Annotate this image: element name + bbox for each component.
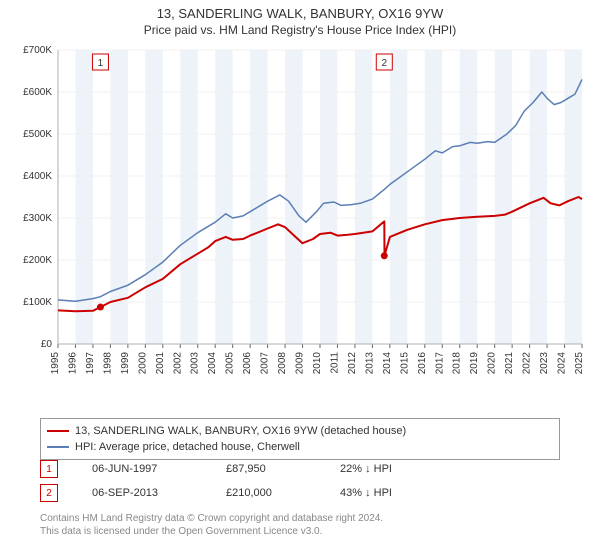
svg-text:2007: 2007 xyxy=(260,352,271,375)
svg-text:2003: 2003 xyxy=(190,352,201,375)
svg-text:£400K: £400K xyxy=(23,171,52,182)
sale-price: £87,950 xyxy=(226,463,306,475)
svg-text:£300K: £300K xyxy=(23,213,52,224)
sale-row: 1 06-JUN-1997 £87,950 22% ↓ HPI xyxy=(40,460,560,478)
sale-marker-icon: 1 xyxy=(40,460,58,478)
svg-text:2016: 2016 xyxy=(417,352,428,375)
svg-text:2010: 2010 xyxy=(312,352,323,375)
chart-subtitle: Price paid vs. HM Land Registry's House … xyxy=(0,21,600,37)
footer-line: This data is licensed under the Open Gov… xyxy=(40,525,570,538)
svg-text:2023: 2023 xyxy=(539,352,550,375)
svg-text:2014: 2014 xyxy=(382,352,393,375)
svg-text:2020: 2020 xyxy=(487,352,498,375)
sale-date: 06-SEP-2013 xyxy=(92,487,192,499)
svg-text:1995: 1995 xyxy=(50,352,61,375)
svg-text:2017: 2017 xyxy=(434,352,445,375)
svg-text:2005: 2005 xyxy=(225,352,236,375)
svg-text:2022: 2022 xyxy=(522,352,533,375)
svg-text:£500K: £500K xyxy=(23,129,52,140)
legend-label: 13, SANDERLING WALK, BANBURY, OX16 9YW (… xyxy=(75,423,406,439)
svg-text:2021: 2021 xyxy=(504,352,515,375)
svg-text:£0: £0 xyxy=(41,339,53,350)
svg-text:2002: 2002 xyxy=(172,352,183,375)
svg-text:1998: 1998 xyxy=(102,352,113,375)
svg-text:2000: 2000 xyxy=(137,352,148,375)
svg-text:2: 2 xyxy=(381,58,387,69)
svg-text:2008: 2008 xyxy=(277,352,288,375)
svg-text:2025: 2025 xyxy=(574,352,585,375)
svg-text:£700K: £700K xyxy=(23,45,52,56)
legend-item-price-paid: 13, SANDERLING WALK, BANBURY, OX16 9YW (… xyxy=(47,423,553,439)
legend-label: HPI: Average price, detached house, Cher… xyxy=(75,439,300,455)
svg-text:2019: 2019 xyxy=(469,352,480,375)
svg-text:2015: 2015 xyxy=(399,352,410,375)
svg-text:2011: 2011 xyxy=(329,352,340,374)
legend-swatch xyxy=(47,430,69,432)
svg-text:1999: 1999 xyxy=(120,352,131,375)
sale-date: 06-JUN-1997 xyxy=(92,463,192,475)
svg-text:£600K: £600K xyxy=(23,87,52,98)
chart-plot: £0 £100K £200K £300K £400K £500K £600K £700K 199… xyxy=(14,44,586,404)
svg-text:1997: 1997 xyxy=(85,352,96,375)
arrow-down-icon: ↓ xyxy=(365,463,371,475)
svg-text:£200K: £200K xyxy=(23,255,52,266)
svg-text:2012: 2012 xyxy=(347,352,358,375)
chart-container: 13, SANDERLING WALK, BANBURY, OX16 9YW P… xyxy=(0,0,600,560)
arrow-down-icon: ↓ xyxy=(365,487,371,499)
svg-text:2004: 2004 xyxy=(207,352,218,375)
svg-text:2018: 2018 xyxy=(452,352,463,375)
svg-text:1996: 1996 xyxy=(67,352,78,375)
footer-line: Contains HM Land Registry data © Crown c… xyxy=(40,512,570,525)
svg-text:1: 1 xyxy=(98,58,104,69)
svg-text:2024: 2024 xyxy=(557,352,568,375)
svg-text:2006: 2006 xyxy=(242,352,253,375)
svg-text:2001: 2001 xyxy=(155,352,166,375)
svg-text:2013: 2013 xyxy=(364,352,375,375)
legend-item-hpi: HPI: Average price, detached house, Cher… xyxy=(47,439,553,455)
sale-delta: 22% ↓ HPI xyxy=(340,463,430,475)
legend-swatch xyxy=(47,446,69,448)
chart-title: 13, SANDERLING WALK, BANBURY, OX16 9YW xyxy=(0,0,600,21)
footer-attribution: Contains HM Land Registry data © Crown c… xyxy=(40,512,570,538)
sales-table: 1 06-JUN-1997 £87,950 22% ↓ HPI 2 06-SEP… xyxy=(40,460,560,508)
sale-marker-icon: 2 xyxy=(40,484,58,502)
sale-row: 2 06-SEP-2013 £210,000 43% ↓ HPI xyxy=(40,484,560,502)
sale-price: £210,000 xyxy=(226,487,306,499)
svg-text:£100K: £100K xyxy=(23,297,52,308)
sale-delta: 43% ↓ HPI xyxy=(340,487,430,499)
svg-text:2009: 2009 xyxy=(295,352,306,375)
legend: 13, SANDERLING WALK, BANBURY, OX16 9YW (… xyxy=(40,418,560,460)
